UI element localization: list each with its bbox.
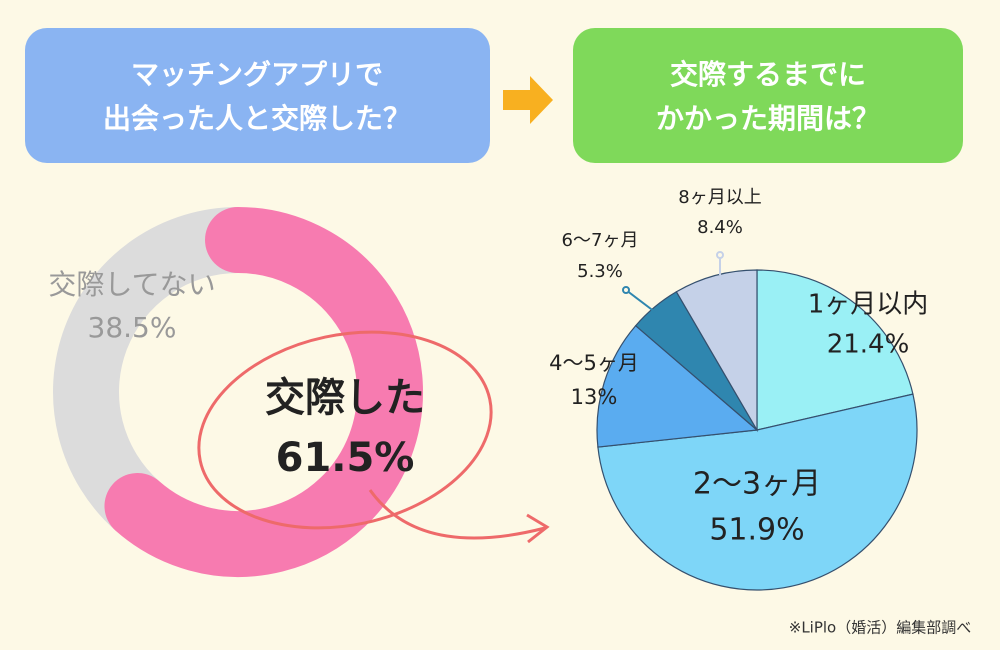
value-label: 8.4% [697,217,743,238]
footnote: ※LiPlo（婚活）編集部調べ [789,619,971,637]
leader-dot [622,286,630,294]
pie-slice [596,324,759,448]
value-label: 38.5% [88,311,177,344]
value-label: 61.5% [276,435,415,481]
value-label: 51.9% [709,513,804,548]
slice-label: 6〜7ヶ月 [562,230,639,251]
value-label: 5.3% [577,261,623,282]
leader-dot [716,251,724,259]
slice-label: 1ヶ月以内 [808,290,929,320]
pie-slice [675,269,758,433]
donut-segment [104,207,423,577]
question-box [25,28,490,163]
segment-label: 交際した [265,375,425,421]
value-label: 13% [571,385,618,409]
question-line: 交際するまでに [670,58,866,91]
donut-segment [53,207,239,531]
question-line: 出会った人と交際した？ [103,102,411,135]
question-box [573,28,963,163]
highlight-circle [197,330,493,530]
pie-slice [597,393,918,591]
pie-slice [756,269,914,431]
question-line: かかった期間は？ [656,102,880,135]
arrow [503,76,553,124]
pointer-arrow [368,489,546,540]
leader-line [625,289,656,313]
slice-label: 8ヶ月以上 [678,187,761,208]
segment-label: 交際してない [48,268,215,301]
pointer-arrowhead [526,513,550,544]
slice-label: 2〜3ヶ月 [693,467,821,502]
slice-label: 4〜5ヶ月 [549,351,639,375]
charts: 交際した 61.5% 交際してない 38.5% 1ヶ月以内 21.4% 2〜3ヶ月 51.9%… [48,187,929,591]
value-label: 21.4% [827,330,910,360]
question-line: マッチングアプリで [131,58,383,91]
